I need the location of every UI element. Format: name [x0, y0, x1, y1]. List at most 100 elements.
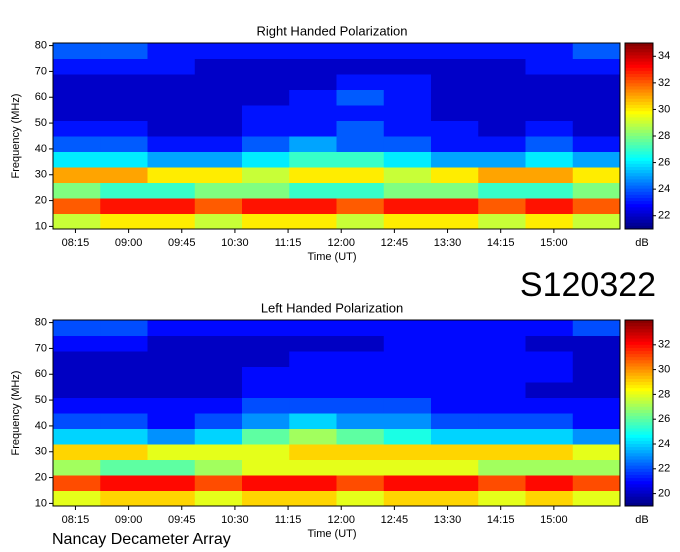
- cell: [289, 167, 337, 183]
- cell: [147, 351, 196, 367]
- cell: [572, 182, 621, 199]
- cell: [147, 366, 196, 383]
- cell: [147, 198, 196, 214]
- cell: [194, 413, 243, 429]
- colorbar-step: [625, 406, 653, 411]
- colorbar-step: [625, 425, 653, 429]
- cell: [53, 351, 101, 367]
- colorbar-step: [625, 363, 653, 367]
- cell: [336, 475, 385, 491]
- cell: [53, 89, 101, 106]
- cell: [383, 136, 432, 152]
- colorbar-step: [625, 419, 653, 423]
- cell: [336, 58, 385, 75]
- cell: [194, 428, 243, 445]
- cell: [383, 167, 432, 183]
- colorbar-step: [625, 468, 653, 473]
- footer: Nancay Decameter Array: [52, 531, 231, 548]
- colorbar-step: [625, 191, 653, 196]
- cell: [194, 397, 243, 414]
- y-tick-label: 20: [35, 471, 47, 483]
- y-tick-label: 40: [35, 143, 47, 155]
- colorbar-step: [625, 484, 653, 488]
- x-tick-label: 08:15: [62, 514, 90, 526]
- colorbar-step: [625, 95, 653, 100]
- colorbar-step: [625, 341, 653, 346]
- cell: [100, 382, 148, 398]
- cell: [100, 490, 148, 507]
- colorbar-step: [625, 320, 653, 324]
- colorbar-step: [625, 55, 653, 59]
- colorbar-step: [625, 335, 653, 340]
- colorbar-step: [625, 86, 653, 90]
- cell: [478, 459, 526, 476]
- cell: [431, 320, 479, 336]
- cell: [572, 43, 621, 59]
- cell: [147, 413, 196, 429]
- y-tick-label: 70: [35, 65, 47, 77]
- cell: [431, 136, 479, 152]
- cell: [383, 428, 432, 445]
- colorbar-step: [625, 471, 653, 476]
- cell: [242, 366, 290, 383]
- cell: [431, 167, 479, 183]
- cell: [289, 428, 337, 445]
- colorbar-step: [625, 360, 653, 364]
- y-tick-label: 60: [35, 368, 47, 380]
- plot-frame: [52, 42, 621, 230]
- cell: [478, 167, 526, 183]
- colorbar-step: [625, 453, 653, 457]
- cell: [572, 351, 621, 367]
- cell: [478, 413, 526, 429]
- colorbar-step: [625, 428, 653, 433]
- cell: [525, 475, 574, 491]
- x-tick-label: 12:45: [381, 514, 409, 526]
- cell: [525, 397, 574, 414]
- cell: [431, 335, 479, 352]
- cell: [53, 136, 101, 152]
- cell: [53, 182, 101, 199]
- cell: [431, 120, 479, 137]
- cell: [478, 198, 526, 214]
- cell: [383, 74, 432, 90]
- colorbar-tick-label: 34: [658, 50, 670, 62]
- colorbar-step: [625, 198, 653, 202]
- cell: [242, 213, 290, 230]
- x-tick-label: 11:15: [275, 237, 302, 249]
- cell: [194, 43, 243, 59]
- cell: [194, 198, 243, 214]
- cell: [336, 89, 385, 106]
- cell: [525, 413, 574, 429]
- cell: [100, 105, 148, 121]
- cell: [525, 490, 574, 507]
- cell: [336, 105, 385, 121]
- colorbar-step: [625, 456, 653, 460]
- cell: [289, 105, 337, 121]
- cell: [242, 335, 290, 352]
- colorbar-step: [625, 222, 653, 227]
- cell: [572, 444, 621, 460]
- y-tick-label: 40: [35, 420, 47, 432]
- x-tick-label: 09:45: [168, 514, 196, 526]
- colorbar-step: [625, 434, 653, 439]
- y-tick-label: 10: [35, 220, 47, 232]
- cell: [336, 335, 385, 352]
- colorbar-step: [625, 145, 653, 149]
- cell: [383, 120, 432, 137]
- cell: [147, 213, 196, 230]
- y-tick-label: 10: [35, 497, 47, 509]
- cell: [147, 428, 196, 445]
- cell: [572, 120, 621, 137]
- cell: [572, 167, 621, 183]
- cell: [478, 43, 526, 59]
- colorbar-tick-label: 30: [658, 103, 670, 115]
- cell: [383, 444, 432, 460]
- colorbar-step: [625, 496, 653, 501]
- cell: [242, 382, 290, 398]
- cell: [431, 213, 479, 230]
- colorbar-step: [625, 201, 653, 205]
- cell: [478, 74, 526, 90]
- cell: [525, 198, 574, 214]
- cell: [336, 198, 385, 214]
- cell: [289, 213, 337, 230]
